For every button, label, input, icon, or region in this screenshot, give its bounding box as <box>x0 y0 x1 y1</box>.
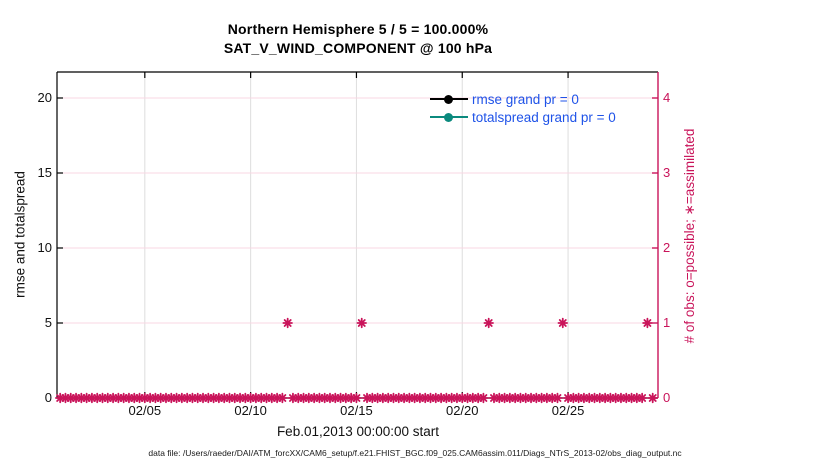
obs-count-marker <box>356 317 367 329</box>
legend-row-totalspread: totalspread grand pr = 0 <box>430 108 616 126</box>
x-tick-label: 02/15 <box>340 403 373 418</box>
obs-count-marker <box>483 317 494 329</box>
left-tick-label: 20 <box>37 90 52 105</box>
obs-count-marker <box>478 392 489 404</box>
left-axis-title: rmse and totalspread <box>12 171 28 298</box>
right-tick-label: 4 <box>663 90 671 105</box>
rmse-line-marker-icon <box>430 94 468 104</box>
obs-count-marker <box>102 392 113 404</box>
obs-count-marker <box>647 392 658 404</box>
legend: rmse grand pr = 0 totalspread grand pr =… <box>430 90 616 126</box>
data-file-path: data file: /Users/raeder/DAI/ATM_forcXX/… <box>148 448 682 458</box>
legend-label-totalspread: totalspread grand pr = 0 <box>472 109 616 125</box>
left-tick-label: 15 <box>37 165 52 180</box>
right-tick-label: 0 <box>663 390 671 405</box>
left-tick-label: 5 <box>44 315 52 330</box>
right-tick-label: 1 <box>663 315 671 330</box>
chart-title: Northern Hemisphere 5 / 5 = 100.000% SAT… <box>58 20 658 58</box>
obs-count-marker <box>642 317 653 329</box>
chart-title-line2: SAT_V_WIND_COMPONENT @ 100 hPa <box>223 40 493 56</box>
obs-count-marker <box>636 392 648 404</box>
obs-count-marker <box>282 317 293 329</box>
left-tick-label: 10 <box>37 240 52 255</box>
obs-count-marker <box>594 392 606 404</box>
x-tick-label: 02/25 <box>551 403 585 418</box>
chart-title-line1: Northern Hemisphere 5 / 5 = 100.000% <box>227 21 489 37</box>
right-tick-label: 3 <box>663 165 671 180</box>
x-tick-label: 02/10 <box>234 403 267 418</box>
left-tick-label: 0 <box>44 390 52 405</box>
obs-count-marker <box>552 392 563 404</box>
legend-row-rmse: rmse grand pr = 0 <box>430 90 616 108</box>
totalspread-line-marker-icon <box>430 112 468 122</box>
right-axis-title: # of obs: o=possible; ∗=assimilated <box>682 128 697 344</box>
obs-count-marker <box>557 317 568 329</box>
obs-count-marker <box>351 392 362 404</box>
legend-label-rmse: rmse grand pr = 0 <box>472 91 579 107</box>
x-tick-label: 02/05 <box>128 403 162 418</box>
right-tick-label: 2 <box>663 240 671 255</box>
obs-count-marker <box>277 392 288 404</box>
obs-count-marker <box>398 392 410 404</box>
x-axis-title: Feb.01,2013 00:00:00 start <box>276 424 440 439</box>
x-tick-label: 02/20 <box>445 403 479 418</box>
